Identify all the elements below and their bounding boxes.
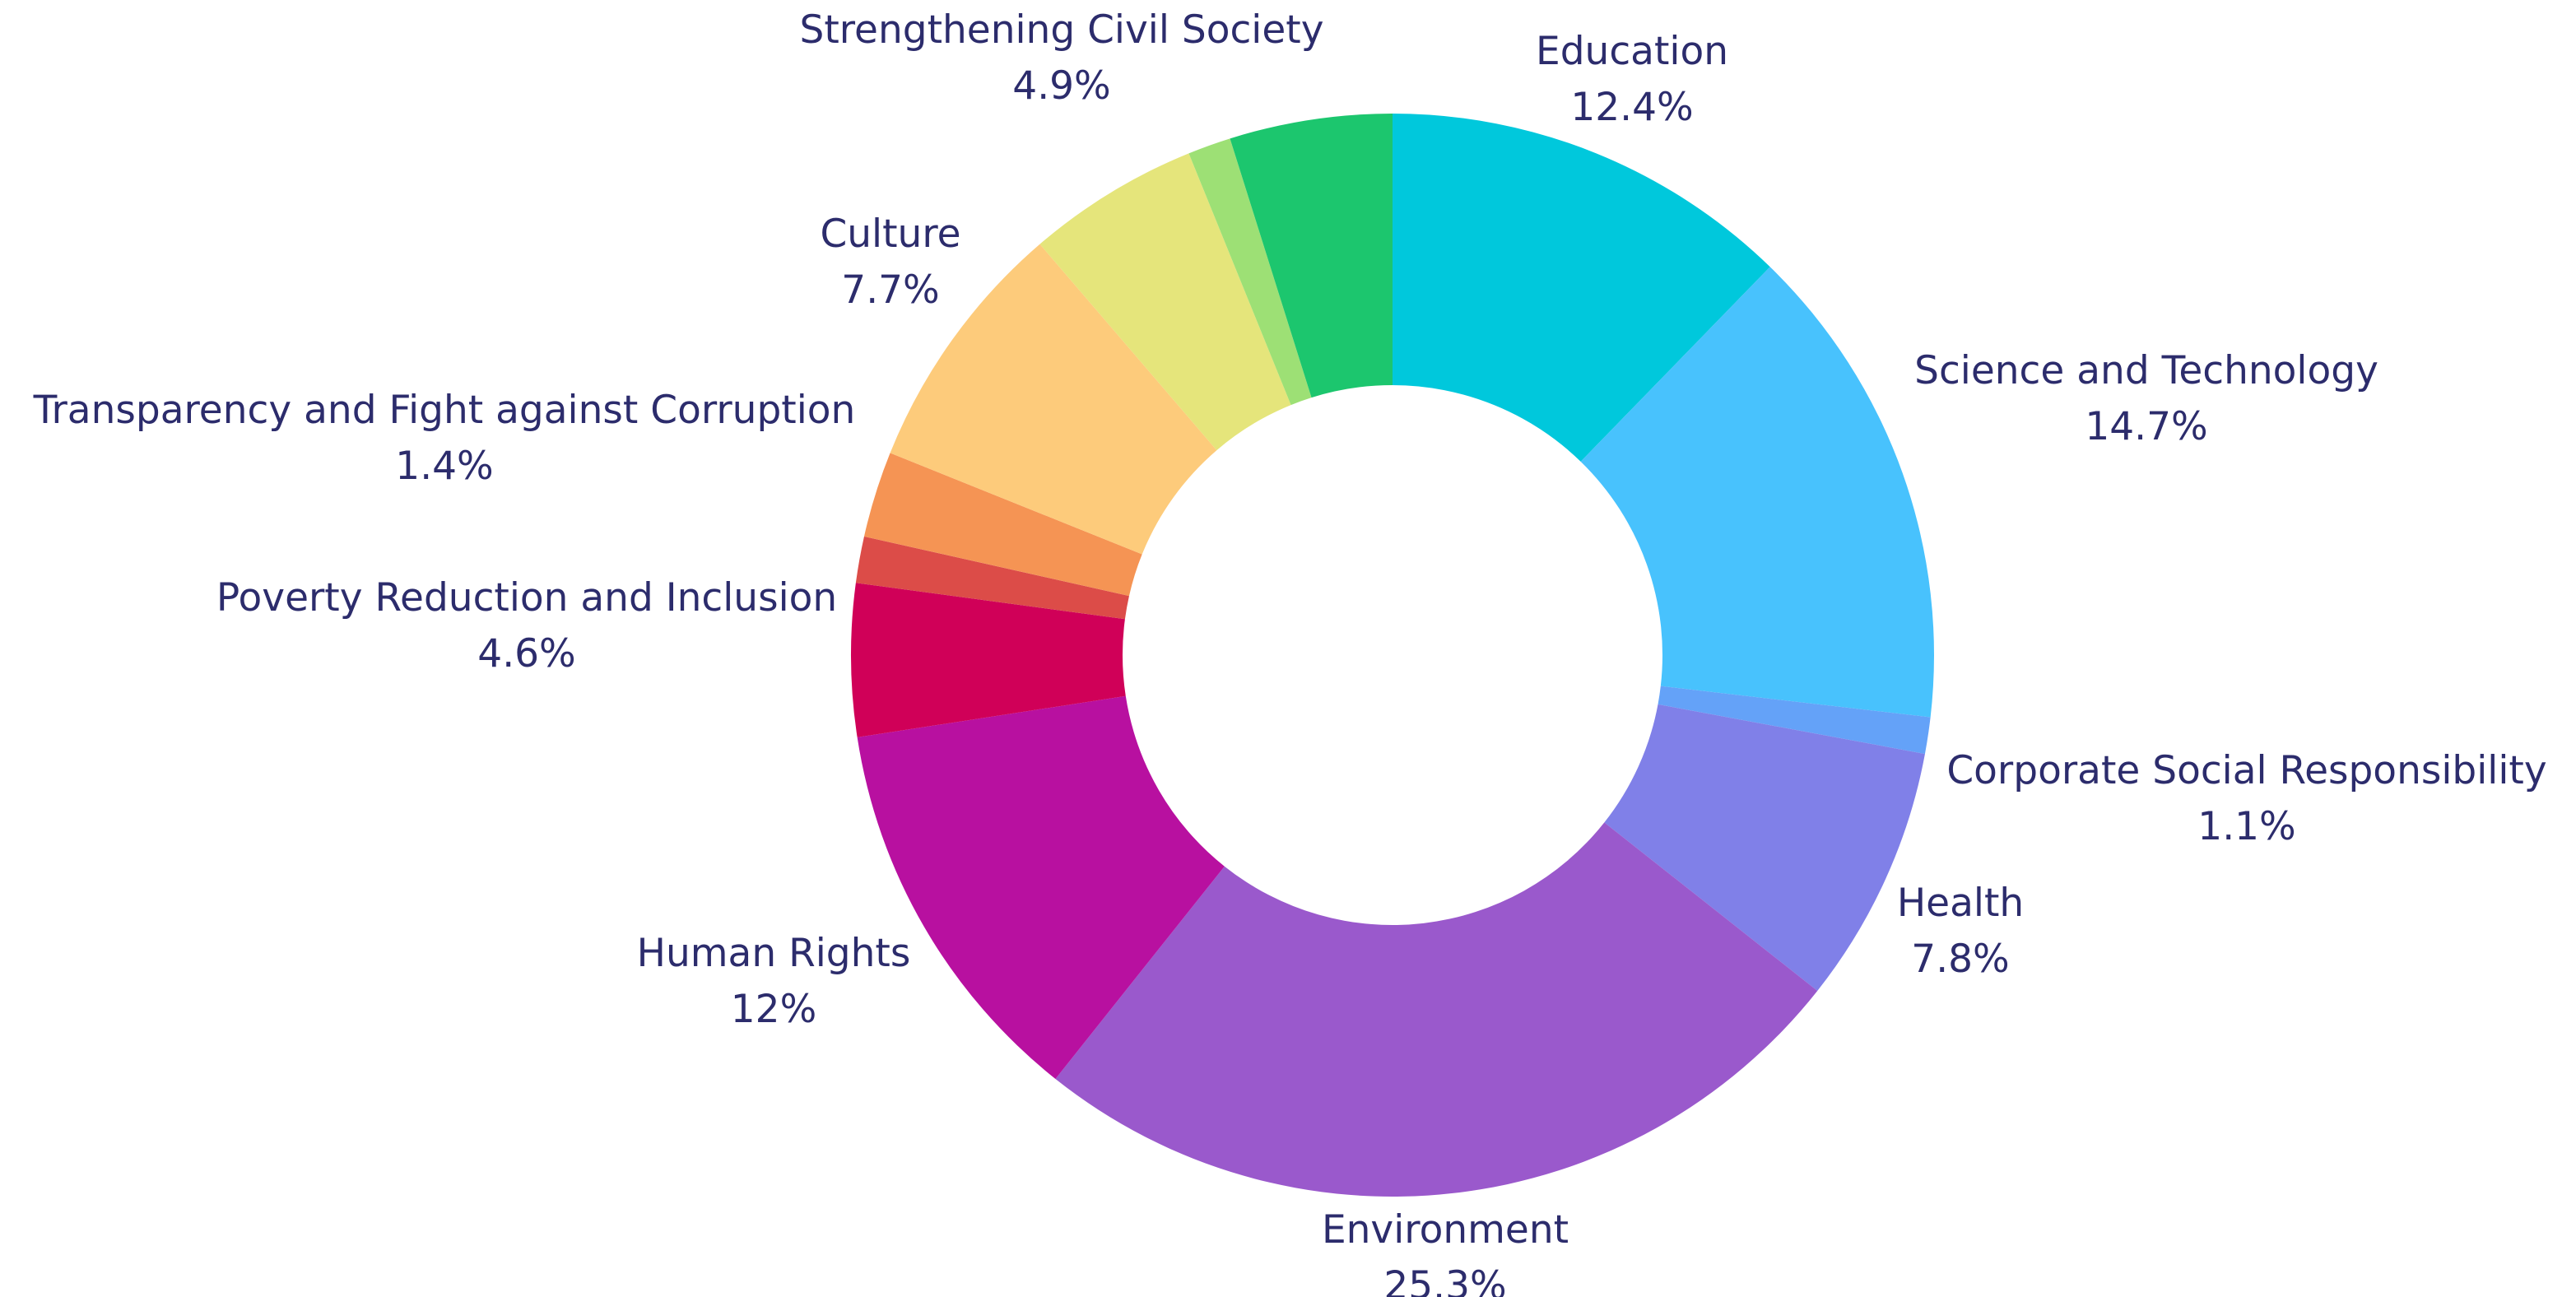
slice-label-strengthening-civil-society: Strengthening Civil Society: [799, 7, 1323, 53]
slice-label-human-rights: Human Rights: [637, 931, 911, 976]
slice-unlabeled-10: [1039, 153, 1291, 451]
slice-environment: [1055, 822, 1818, 1197]
slice-value-environment: 25.3%: [1383, 1263, 1506, 1297]
slice-health: [1604, 704, 1925, 991]
slice-label-poverty-reduction-and-inclusion: Poverty Reduction and Inclusion: [216, 575, 837, 621]
slice-transparency-and-fight-against-corruption: [855, 536, 1129, 620]
chart-slices: [851, 114, 1935, 1197]
slice-value-health: 7.8%: [1911, 937, 2009, 982]
slice-education: [1393, 114, 1770, 462]
slice-culture: [890, 244, 1217, 555]
slice-unlabeled-8: [863, 453, 1142, 597]
slice-label-transparency-and-fight-against-corruption: Transparency and Fight against Corruptio…: [33, 388, 856, 433]
slice-value-strengthening-civil-society: 4.9%: [1012, 63, 1110, 109]
slice-poverty-reduction-and-inclusion: [851, 583, 1126, 737]
slice-value-education: 12.4%: [1570, 85, 1693, 130]
slice-label-environment: Environment: [1322, 1207, 1569, 1253]
slice-strengthening-civil-society: [1230, 114, 1393, 398]
slice-label-culture: Culture: [820, 212, 960, 257]
slice-unlabeled-11: [1188, 138, 1312, 406]
slice-value-transparency-and-fight-against-corruption: 1.4%: [395, 444, 493, 489]
slice-corporate-social-responsibility: [1658, 686, 1931, 755]
slice-label-education: Education: [1536, 29, 1728, 74]
slice-value-science-and-technology: 14.7%: [2085, 404, 2207, 449]
chart-labels: Education 12.4% Science and Technology 14.7…: [33, 7, 2547, 1297]
slice-value-human-rights: 12%: [731, 987, 816, 1032]
slice-value-corporate-social-responsibility: 1.1%: [2197, 804, 2295, 849]
slice-label-science-and-technology: Science and Technology: [1914, 348, 2378, 393]
slice-value-culture: 7.7%: [841, 267, 939, 313]
slice-science-and-technology: [1580, 267, 1935, 718]
slice-human-rights: [857, 695, 1225, 1079]
slice-label-health: Health: [1897, 881, 2024, 926]
slice-value-poverty-reduction-and-inclusion: 4.6%: [477, 631, 575, 676]
slice-label-corporate-social-responsibility: Corporate Social Responsibility: [1946, 748, 2546, 793]
